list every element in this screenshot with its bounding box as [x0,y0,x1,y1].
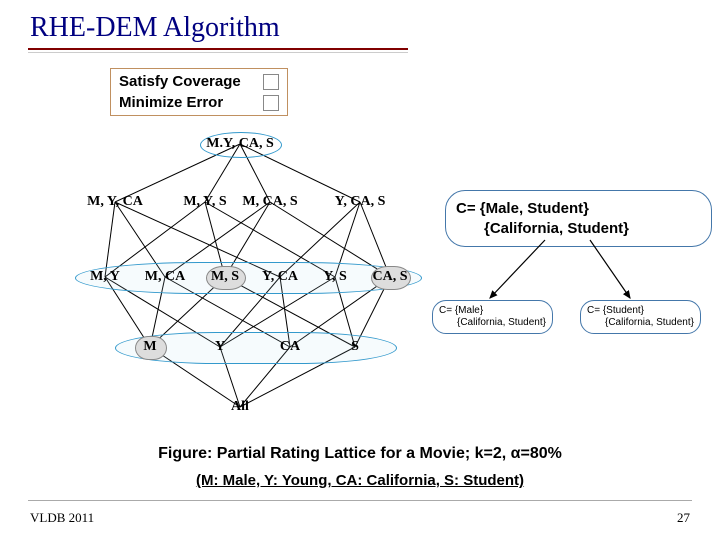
lattice-node-r1_2: M, CA, S [242,194,297,210]
lattice-node-r2_0: M, Y [90,269,120,285]
legend-row-coverage: Satisfy Coverage [119,71,279,92]
lattice-node-bot: All [231,399,249,415]
slide: RHE-DEM Algorithm Satisfy Coverage Minim… [0,0,720,540]
figure-subcaption: (M: Male, Y: Young, CA: California, S: S… [0,472,720,489]
lattice-node-r1_3: Y, CA, S [335,194,386,210]
coverage-set-child-1: C= {Male} {California, Student} [432,300,553,334]
lattice-node-r2_5: CA, S [372,269,407,285]
coverage-line-2: {California, Student} [456,219,701,239]
lattice-node-r1_1: M, Y, S [183,194,226,210]
lattice-node-r3_3: S [351,339,359,355]
checkbox-icon [263,74,279,90]
title-rule [28,48,408,50]
lattice-node-r3_1: Y [215,339,225,355]
checkbox-icon [263,95,279,111]
lattice-node-r3_0: M [143,339,156,355]
coverage-child2-line2: {California, Student} [587,317,694,329]
footer-venue: VLDB 2011 [30,510,94,526]
coverage-set-main: C= {Male, Student} {California, Student} [445,190,712,247]
lattice-node-r2_2: M, S [211,269,239,285]
coverage-child2-line1: C= {Student} [587,305,694,317]
lattice-diagram: M.Y, CA, S M, Y, CA M, Y, S M, CA, S Y, CA, … [55,132,425,422]
lattice-node-r2_1: M, CA [145,269,185,285]
coverage-set-child-2: C= {Student} {California, Student} [580,300,701,334]
coverage-line-1: C= {Male, Student} [456,199,701,219]
title-rule-2 [28,52,408,53]
legend-label-coverage: Satisfy Coverage [119,73,241,90]
lattice-node-r1_0: M, Y, CA [87,194,143,210]
coverage-child1-line1: C= {Male} [439,305,546,317]
coverage-child1-line2: {California, Student} [439,317,546,329]
footer-rule [28,500,692,501]
lattice-row-bubble-2 [75,262,422,294]
lattice-node-r2_3: Y, CA [262,269,298,285]
lattice-node-r3_2: CA [280,339,300,355]
legend-label-error: Minimize Error [119,94,223,111]
slide-title: RHE-DEM Algorithm [30,12,280,44]
figure-caption: Figure: Partial Rating Lattice for a Mov… [0,445,720,463]
lattice-node-r2_4: Y, S [323,269,347,285]
footer-page-number: 27 [677,510,690,526]
legend-row-error: Minimize Error [119,92,279,113]
legend-box: Satisfy Coverage Minimize Error [110,68,288,116]
lattice-node-top: M.Y, CA, S [206,136,274,152]
